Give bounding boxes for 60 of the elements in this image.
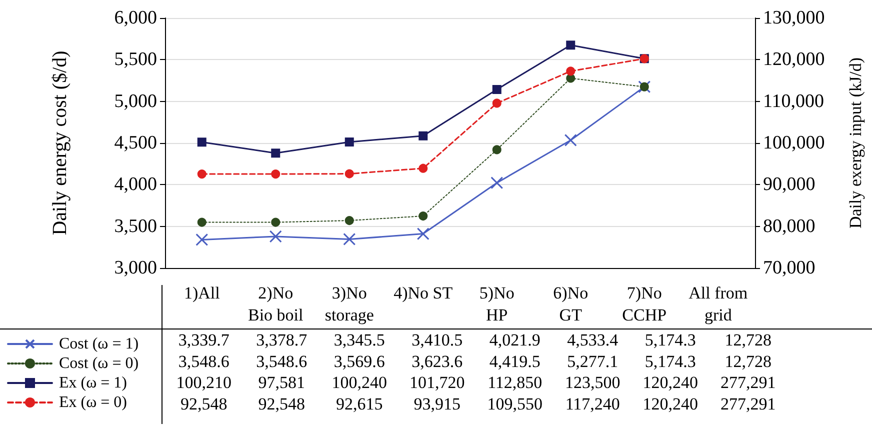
data-label: 4,533.4	[567, 330, 619, 350]
x-tick-label: All from grid	[688, 284, 748, 324]
data-label: 4,021.9	[489, 330, 540, 350]
y-tick-label: 5,000	[114, 90, 157, 112]
y2-tick-label: 100,000	[763, 132, 825, 154]
y-tick-label: 4,000	[114, 174, 157, 196]
x-tick-label: 5)No HP	[479, 284, 514, 324]
data-label: 100,210	[176, 373, 232, 392]
x-tick-label: 6)No GT	[553, 284, 588, 324]
data-label: 123,500	[565, 373, 620, 392]
y2-tick-label: 90,000	[763, 174, 816, 196]
legend-label: Cost (ω = 1)	[59, 336, 139, 352]
data-label: 117,240	[565, 394, 620, 414]
data-label: 3,345.5	[334, 330, 385, 350]
data-label: 120,240	[642, 394, 698, 414]
y2-tick-label: 120,000	[763, 49, 825, 70]
data-label: 3,548.6	[256, 352, 308, 371]
data-label: 97,581	[258, 373, 305, 392]
x-tick-label: 4)No ST	[394, 284, 454, 302]
data-label: 5,174.3	[644, 330, 696, 350]
data-label: 4,419.5	[489, 352, 540, 371]
y2-tick-label: 80,000	[763, 216, 816, 237]
text: 277,291	[720, 373, 776, 392]
y2-tick-label: 70,000	[763, 258, 816, 278]
data-label: 92,548	[258, 394, 305, 414]
data-label: 5,174.3	[644, 352, 696, 371]
data-label: 5,277.1	[567, 352, 618, 371]
x-tick-label: 7)No CCHP	[622, 284, 667, 324]
text: 277,291	[720, 394, 776, 414]
y-axis-title: Daily energy cost ($/d)	[49, 50, 71, 236]
y-tick-label: 3,000	[114, 258, 157, 278]
x-tick-label: 1)All	[184, 284, 220, 302]
text: 12,728	[724, 330, 772, 350]
y2-tick-label: 110,000	[763, 90, 824, 112]
y2-tick-label: 130,000	[763, 8, 825, 28]
y-tick-label: 3,500	[114, 216, 157, 237]
text: 12,728	[724, 352, 772, 371]
data-label: 3,548.6	[178, 352, 230, 371]
data-label: 3,569.6	[334, 352, 385, 371]
y-tick-label: 6,000	[114, 8, 157, 28]
x-tick-label: 3)No storage	[324, 284, 374, 324]
y-tick-label: 5,500	[114, 49, 157, 70]
data-label: 101,720	[410, 373, 465, 392]
legend-label: Ex (ω = 0)	[59, 394, 127, 411]
data-label: 3,410.5	[412, 330, 463, 350]
data-label: 120,240	[642, 373, 698, 392]
y-tick-label: 4,500	[114, 132, 157, 154]
y2-axis-title: Daily exergy input (kJ/d)	[846, 57, 865, 229]
x-tick-label: 2)No Bio boil	[248, 284, 304, 324]
data-label: 92,615	[336, 394, 383, 414]
data-label: 100,240	[332, 373, 387, 392]
data-label: 93,915	[414, 394, 460, 414]
data-label: 3,339.7	[178, 330, 230, 350]
data-label: 3,623.6	[412, 352, 463, 371]
data-label: 112,850	[488, 373, 542, 392]
data-label: 109,550	[487, 394, 542, 414]
legend-label: Ex (ω = 1)	[59, 374, 127, 392]
legend-label: Cost (ω = 0)	[59, 355, 139, 372]
data-label: 3,378.7	[256, 330, 308, 350]
data-label: 92,548	[180, 394, 228, 414]
